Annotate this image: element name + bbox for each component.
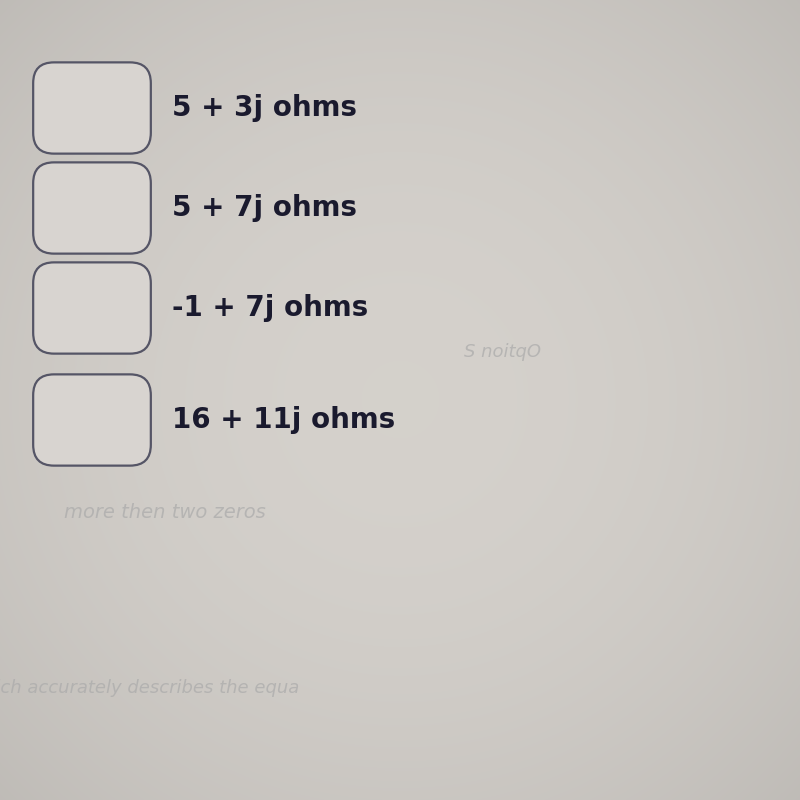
FancyBboxPatch shape [33,374,151,466]
Text: more then two zeros: more then two zeros [64,502,266,522]
Text: -1 + 7j ohms: -1 + 7j ohms [172,294,368,322]
Text: 5 + 7j ohms: 5 + 7j ohms [172,194,357,222]
Text: 16 + 11j ohms: 16 + 11j ohms [172,406,395,434]
FancyBboxPatch shape [33,262,151,354]
FancyBboxPatch shape [33,162,151,254]
Text: S noitqO: S noitqO [464,343,541,361]
Text: hich accurately describes the equa: hich accurately describes the equa [0,679,299,697]
Text: 5 + 3j ohms: 5 + 3j ohms [172,94,357,122]
FancyBboxPatch shape [33,62,151,154]
